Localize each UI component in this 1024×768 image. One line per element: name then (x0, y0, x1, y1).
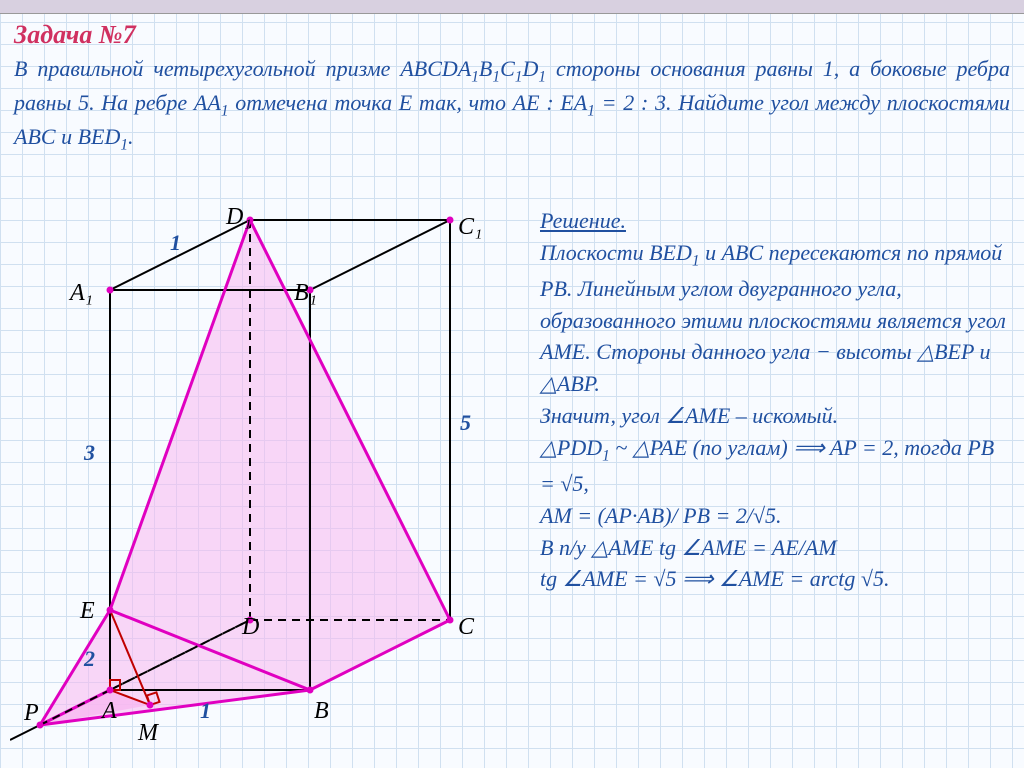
label-E: E (80, 598, 95, 625)
dim-3: 3 (84, 440, 95, 466)
solution-title: Решение. (540, 208, 626, 233)
problem-text: В правильной четырехугольной призме ABCD… (14, 54, 1010, 157)
label-C: C (458, 614, 474, 641)
label-P: P (24, 700, 39, 727)
task-title: Задача №7 (14, 20, 136, 50)
label-B: B (314, 698, 329, 725)
dim-1: 1 (200, 698, 211, 724)
label-M: M (138, 720, 158, 747)
solution-body: Плоскости BED1 и ABC пересекаются по пря… (540, 240, 1006, 592)
label-A₁: A₁ (70, 280, 93, 307)
label-B₁: B₁ (294, 280, 317, 307)
dim-2: 2 (84, 646, 95, 672)
solution-block: Решение. Плоскости BED1 и ABC пересекают… (540, 205, 1010, 595)
dim-1: 1 (170, 230, 181, 256)
label-A: A (102, 698, 117, 725)
prism-diagram: A B C D A₁ B₁ C₁ D₁ E P M 1 5 3 2 1 (10, 200, 530, 760)
label-C₁: C₁ (458, 214, 482, 241)
label-D₁: D₁ (226, 204, 252, 231)
label-D: D (242, 614, 259, 641)
dim-5: 5 (460, 410, 471, 436)
top-ruler (0, 0, 1024, 14)
